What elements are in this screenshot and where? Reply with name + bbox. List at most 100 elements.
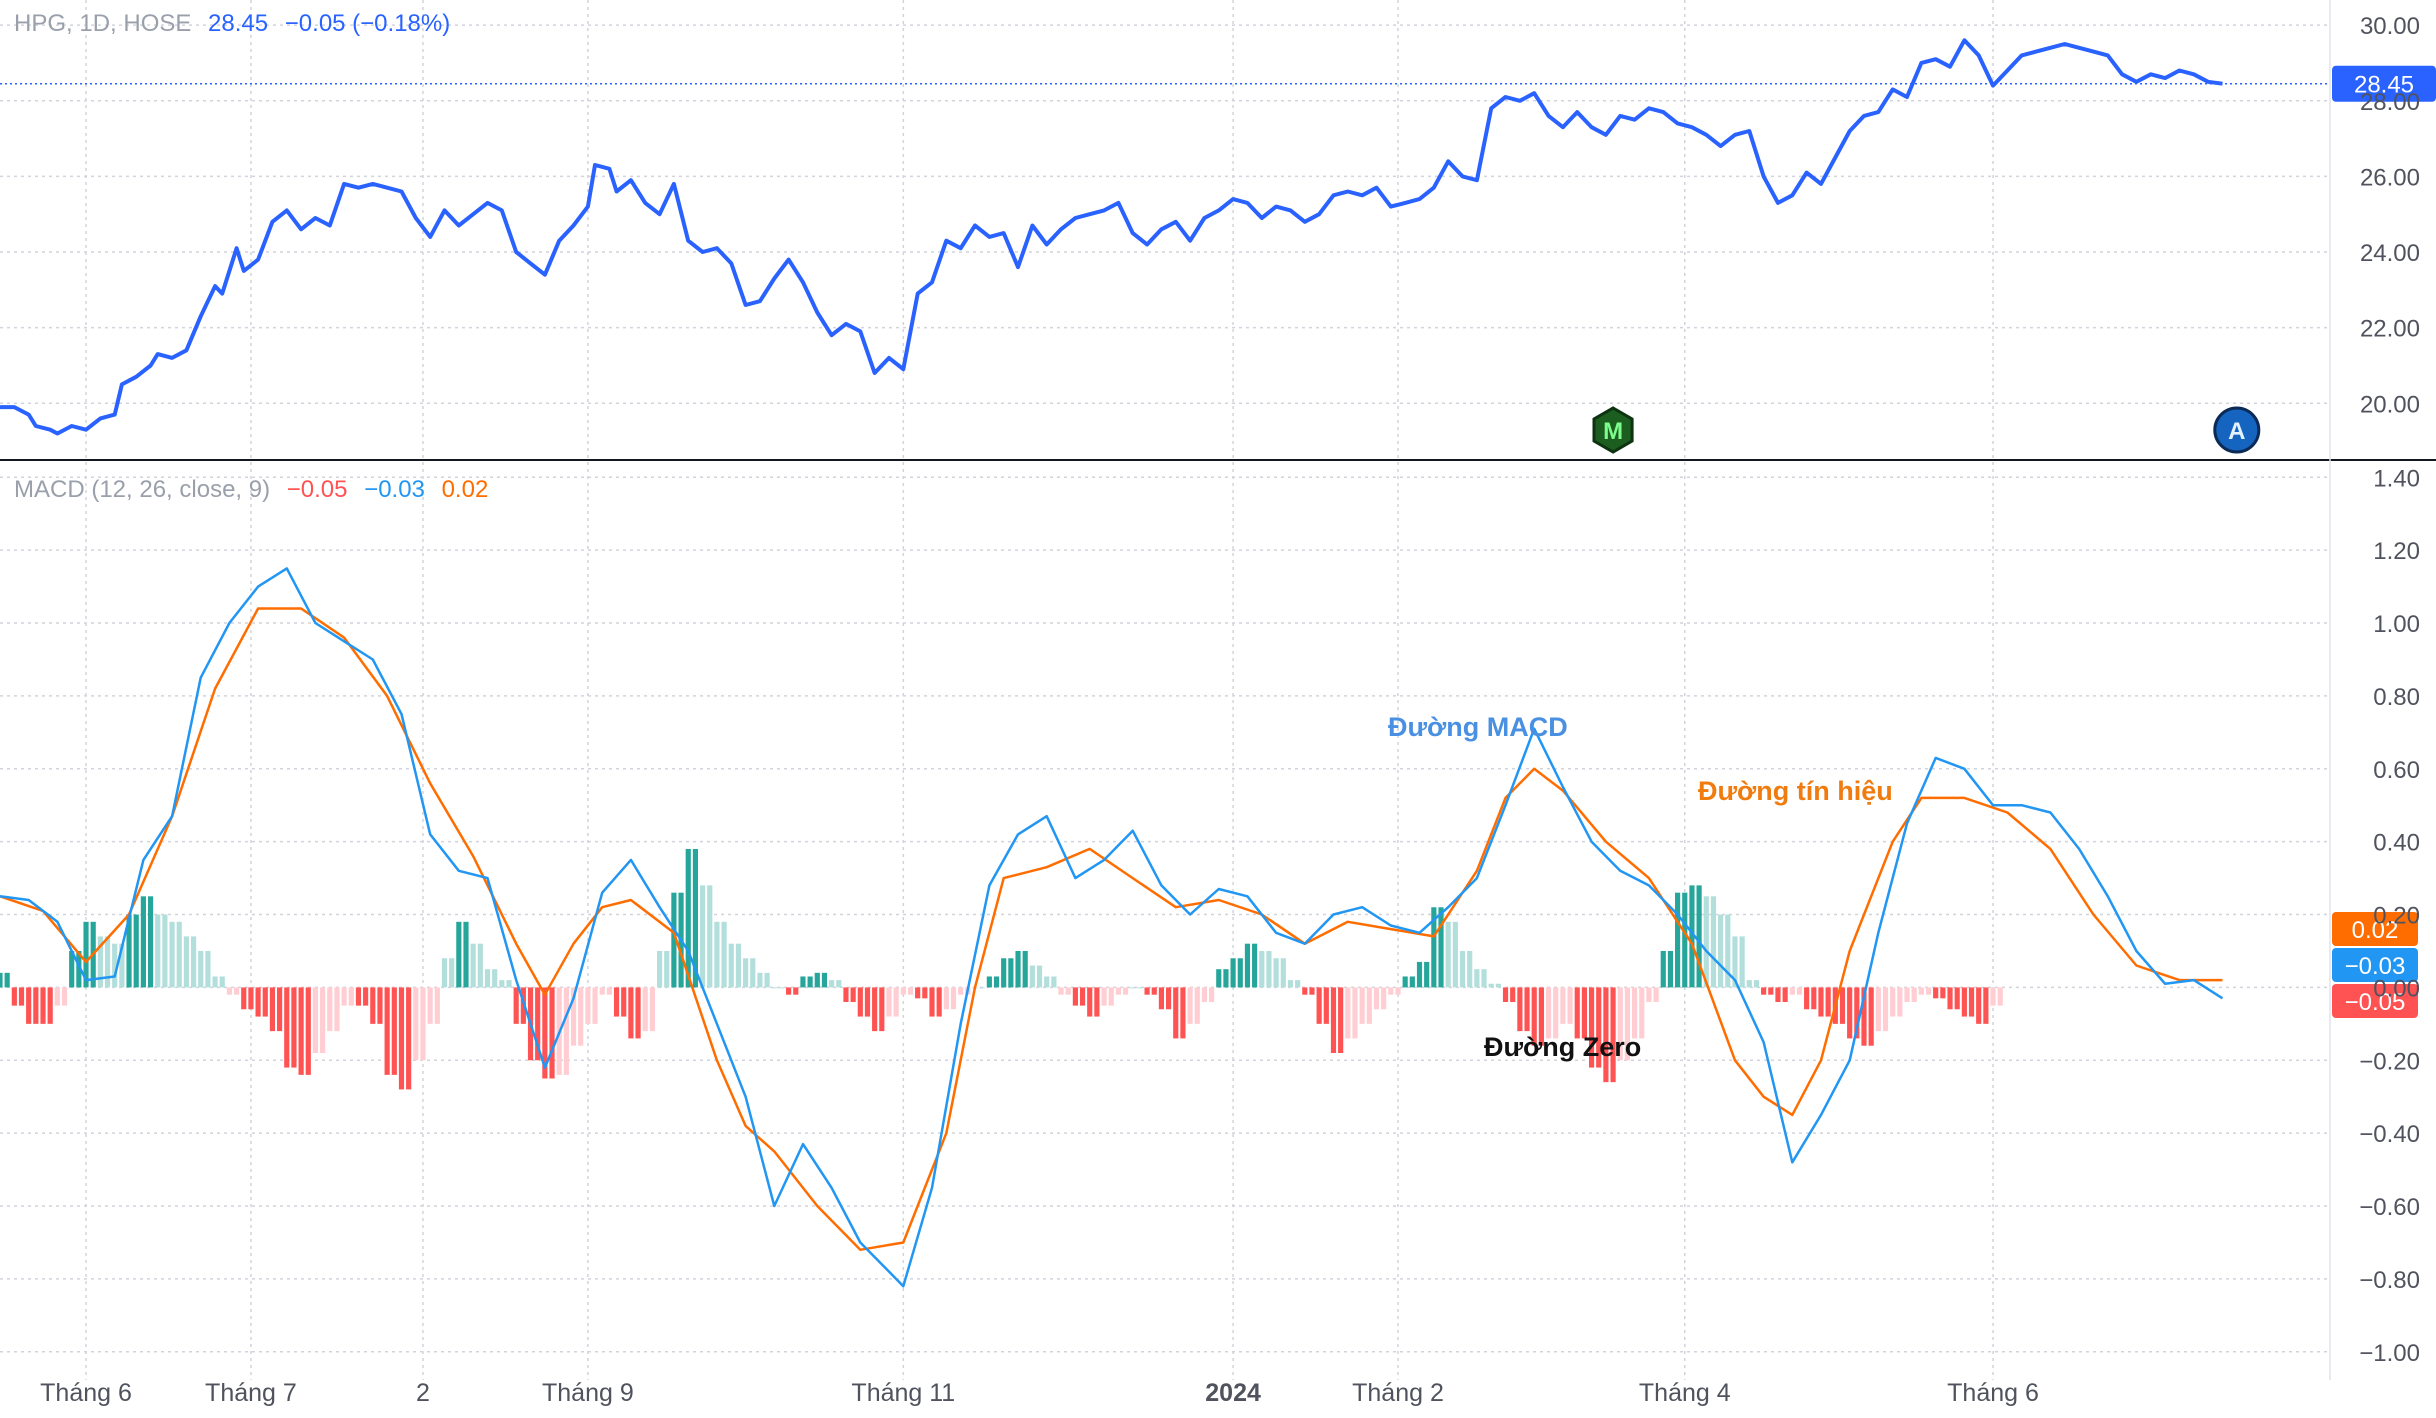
histogram-bar — [147, 896, 154, 988]
histogram-bar — [1072, 987, 1078, 1006]
histogram-bar — [950, 987, 957, 1010]
histogram-bar — [721, 921, 727, 988]
histogram-bar — [814, 972, 820, 988]
histogram-bar — [355, 987, 362, 1006]
macd-tick-label: −0.80 — [2359, 1267, 2420, 1294]
last-price-badge — [2332, 65, 2436, 102]
histogram-bar — [456, 921, 462, 988]
histogram-bar — [728, 943, 734, 988]
histogram-bar — [1474, 969, 1480, 988]
histogram-bar — [1825, 987, 1831, 1017]
histogram-bar — [621, 987, 627, 1017]
macd-badge — [2332, 948, 2418, 982]
x-tick-label: Tháng 4 — [1639, 1379, 1731, 1407]
histogram-bar — [915, 987, 921, 999]
histogram-bar — [893, 987, 899, 1017]
macd-tick-label: −0.20 — [2359, 1048, 2420, 1075]
histogram-bar — [664, 950, 670, 988]
histogram-bar — [1015, 950, 1021, 988]
macd-badge-text: −0.03 — [2345, 953, 2406, 980]
histogram-bar — [700, 885, 706, 988]
macd-line — [0, 567, 2224, 1288]
histogram-bar — [0, 972, 3, 988]
histogram-bar — [112, 943, 118, 988]
histogram-bar — [1897, 987, 1903, 1017]
histogram-bar — [1997, 987, 2003, 1006]
histogram-bar — [47, 987, 53, 1024]
histogram-bar — [1538, 987, 1544, 1046]
macd-tick-label: −1.00 — [2359, 1340, 2420, 1367]
histogram-bar — [1201, 987, 1208, 1002]
histogram-bar — [671, 892, 677, 988]
histogram-bar — [26, 987, 32, 1024]
histogram-bar — [1954, 987, 1960, 1010]
grid — [0, 0, 2436, 1380]
macd-tick-label: 0.80 — [2373, 684, 2420, 711]
histogram-bar — [1115, 987, 1121, 995]
macd-line-annotation: Đường MACD — [1388, 712, 1568, 742]
histogram-bar — [1187, 987, 1193, 1024]
histogram-bar — [119, 943, 125, 988]
histogram-bar — [1718, 914, 1724, 988]
histogram-bar — [262, 987, 268, 1017]
histogram-bar — [1983, 987, 1989, 1024]
histogram-bar — [692, 848, 698, 988]
histogram-bar — [1130, 987, 1136, 989]
hist-badge — [2332, 984, 2418, 1018]
histogram-bar — [864, 987, 871, 1017]
histogram-bar — [1481, 969, 1487, 988]
macd-legend: MACD (12, 26, close, 9) −0.05 −0.03 0.02 — [14, 476, 498, 504]
histogram-bar — [18, 987, 25, 1006]
histogram-bar — [334, 987, 340, 1032]
histogram-bar — [1359, 987, 1365, 1024]
histogram-bar — [1266, 950, 1272, 988]
histogram-bar — [1008, 958, 1014, 988]
histogram-bar — [441, 958, 448, 988]
histogram-bar — [1323, 987, 1329, 1024]
price-legend: HPG, 1D, HOSE 28.45 −0.05 (−0.18%) — [14, 10, 460, 38]
histogram-bar — [377, 987, 383, 1024]
histogram-bar — [1259, 950, 1265, 988]
histogram-bar — [1252, 943, 1258, 988]
histogram-bar — [61, 987, 68, 1006]
histogram-bar — [1976, 987, 1982, 1024]
histogram-bar — [1280, 958, 1286, 988]
macd-tick-label: 0.60 — [2373, 757, 2420, 784]
macd-tick-label: 0.00 — [2373, 975, 2420, 1002]
histogram-bar — [506, 980, 512, 988]
histogram-bar — [463, 921, 469, 988]
histogram-bar — [1667, 950, 1674, 988]
macd-panel: 0.02 −0.03 −0.05 — [0, 567, 2418, 1288]
histogram-bar — [449, 958, 455, 988]
macd-tick-label: 1.20 — [2373, 538, 2420, 565]
histogram-bar — [786, 987, 792, 995]
histogram-bar — [635, 987, 641, 1039]
histogram-bar — [1753, 980, 1760, 988]
histogram-bar — [1581, 987, 1587, 1039]
histogram-bar — [1689, 885, 1695, 988]
histogram-bar — [1029, 965, 1035, 988]
histogram-bar — [241, 987, 247, 1010]
histogram-bar — [800, 976, 806, 988]
macd-tick-label: 1.00 — [2373, 611, 2420, 638]
histogram-bar — [563, 987, 569, 1075]
marker-a-letter: A — [2228, 418, 2245, 445]
histogram-bar — [484, 969, 491, 988]
histogram-bar — [54, 987, 60, 1006]
histogram-bar — [578, 987, 584, 1046]
histogram-bar — [413, 987, 419, 1061]
histogram-bar — [513, 987, 519, 1024]
histogram-bar — [1122, 987, 1129, 995]
histogram-bar — [1373, 987, 1380, 1010]
histogram-bar — [312, 987, 319, 1053]
last-price: 28.45 — [208, 10, 269, 37]
histogram-bar — [1725, 914, 1731, 988]
histogram-bar — [570, 987, 577, 1046]
histogram-bar — [1445, 921, 1451, 988]
histogram-bar — [255, 987, 261, 1017]
histogram-bar — [1452, 921, 1458, 988]
histogram-bar — [1366, 987, 1372, 1024]
symbol-label: HPG, 1D, HOSE — [14, 10, 192, 37]
histogram-bar — [642, 987, 648, 1032]
